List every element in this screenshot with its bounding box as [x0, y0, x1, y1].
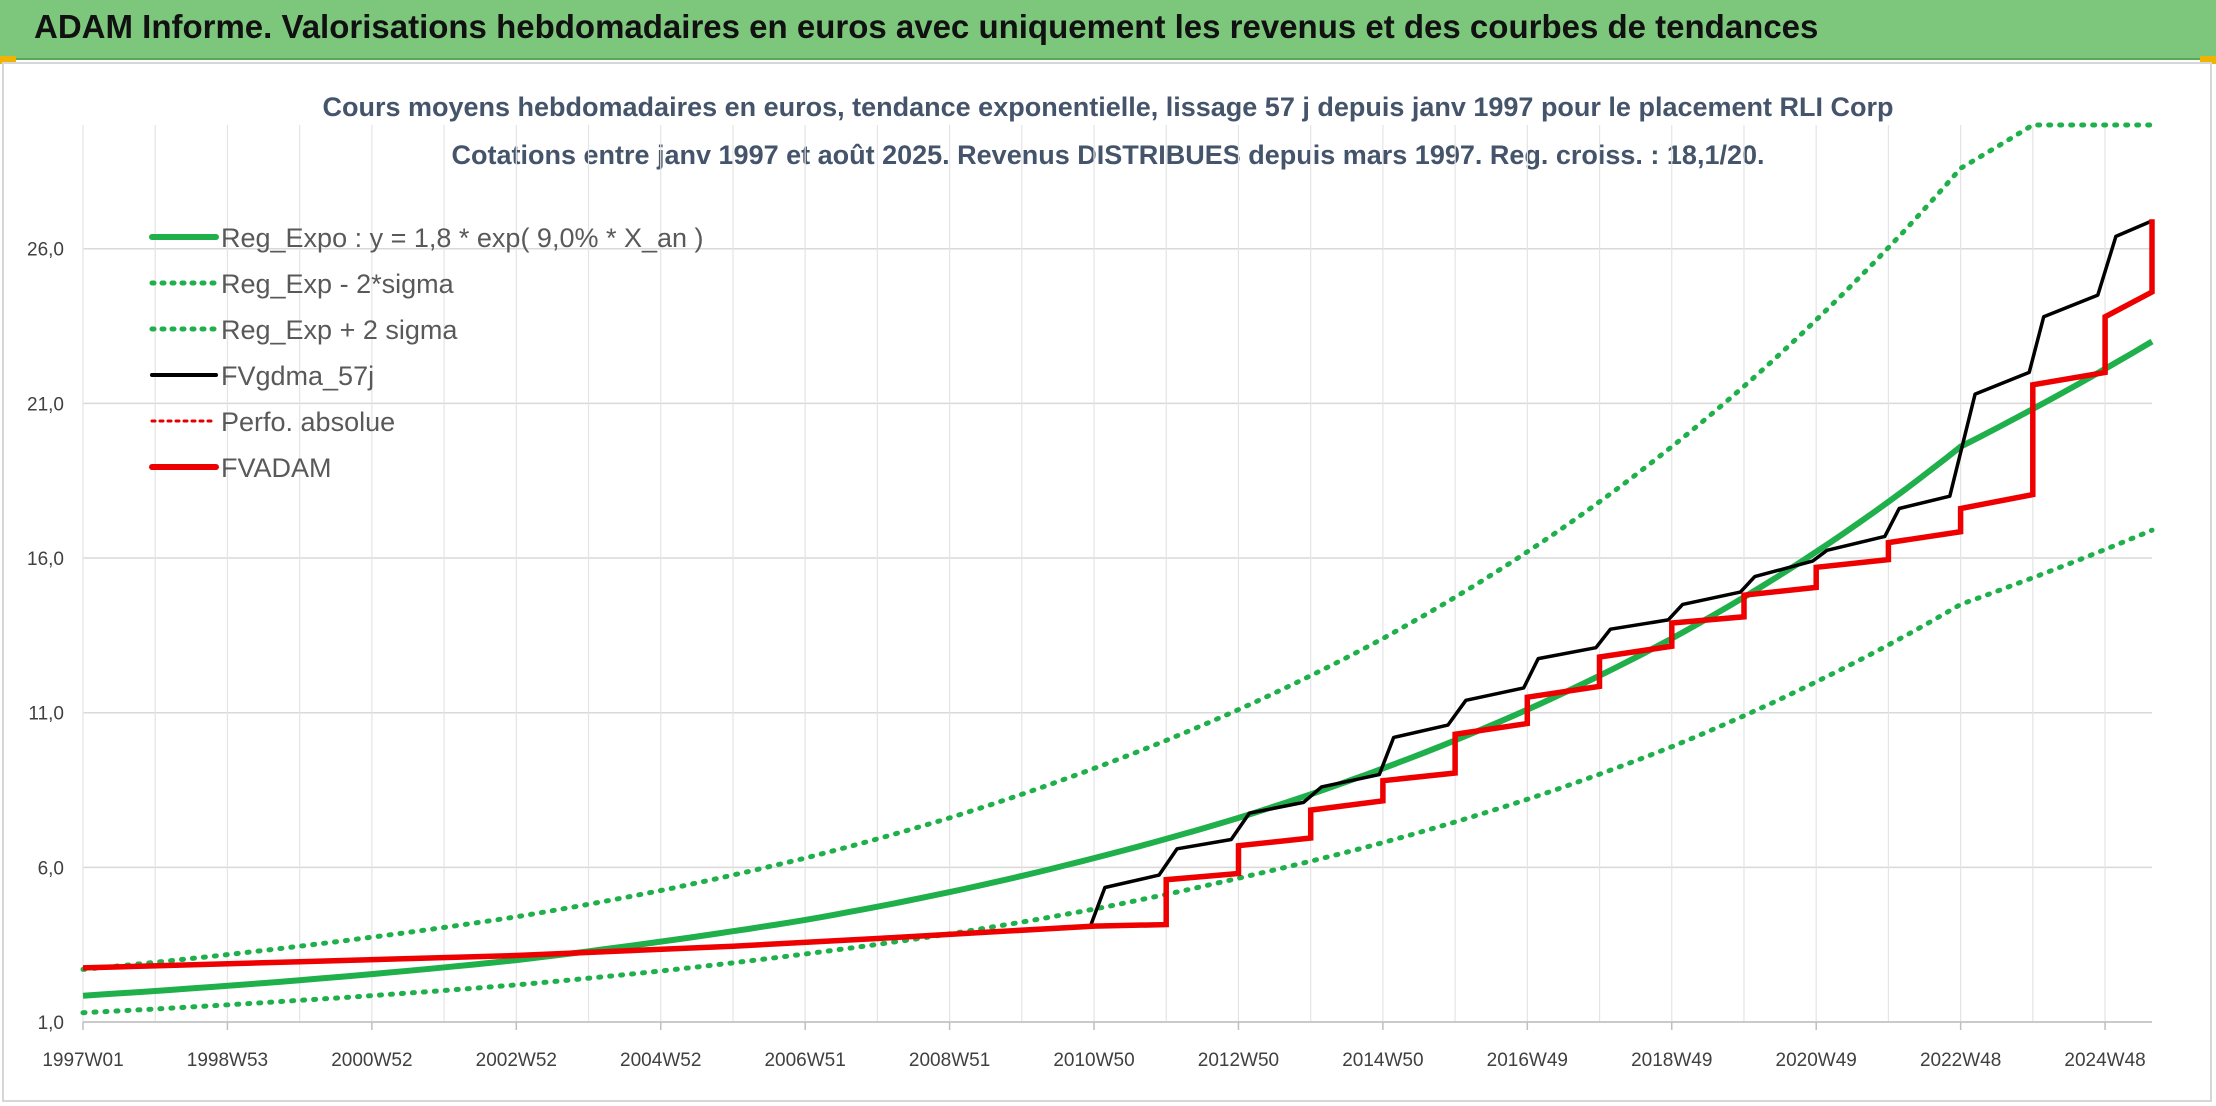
x-tick-label: 2024W48	[2064, 1050, 2145, 1071]
y-tick-label: 21,0	[27, 394, 64, 415]
x-tick-label: 2014W50	[1342, 1050, 1423, 1071]
x-tick-label: 2022W48	[1920, 1050, 2001, 1071]
x-tick-label: 2000W52	[331, 1050, 412, 1071]
chart-title: Cours moyens hebdomadaires en euros, ten…	[322, 92, 1894, 122]
y-tick-label: 1,0	[38, 1013, 64, 1034]
x-tick-label: 2018W49	[1631, 1050, 1712, 1071]
x-tick-label: 1998W53	[187, 1050, 268, 1071]
y-tick-label: 11,0	[28, 704, 64, 725]
x-tick-label: 2020W49	[1776, 1050, 1857, 1071]
legend: Reg_Expo : y = 1,8 * exp( 9,0% * X_an ) R…	[149, 223, 704, 483]
x-tick-label: 1997W01	[42, 1050, 123, 1071]
y-tick-label: 16,0	[27, 549, 64, 570]
corner-marker-left	[0, 56, 16, 64]
report-title: ADAM Informe. Valorisations hebdomadaire…	[34, 8, 1819, 45]
x-axis-ticks: 1997W01 1998W53 2000W52 2002W52 2004W52 2006W…	[42, 1022, 2146, 1071]
legend-label: Perfo. absolue	[221, 407, 395, 437]
y-tick-label: 6,0	[38, 858, 64, 879]
legend-label: FVADAM	[221, 453, 332, 483]
chart-frame	[2, 62, 2212, 1102]
series-group	[80, 122, 2155, 1016]
header-bar: ADAM Informe. Valorisations hebdomadaire…	[0, 0, 2216, 60]
chart-subtitle: Cotations entre janv 1997 et août 2025. …	[451, 140, 1765, 170]
y-axis-ticks: 1,0 6,0 11,0 16,0 21,0 26,0	[27, 240, 64, 1034]
corner-marker-right	[2200, 56, 2216, 64]
legend-label: Reg_Exp + 2 sigma	[221, 315, 458, 345]
x-tick-label: 2016W49	[1487, 1050, 1568, 1071]
x-tick-label: 2006W51	[764, 1050, 845, 1071]
x-tick-label: 2004W52	[620, 1050, 701, 1071]
x-tick-label: 2012W50	[1198, 1050, 1279, 1071]
series-line-minus-2-sigma	[80, 527, 2155, 1016]
series-line-fvadam	[82, 219, 2155, 971]
grid-lines	[82, 125, 2152, 1023]
legend-label: Reg_Expo : y = 1,8 * exp( 9,0% * X_an )	[221, 223, 704, 253]
x-tick-label: 2008W51	[909, 1050, 990, 1071]
x-tick-label: 2002W52	[476, 1050, 557, 1071]
legend-label: Reg_Exp - 2*sigma	[221, 269, 455, 299]
y-tick-label: 26,0	[27, 240, 64, 261]
legend-label: FVgdma_57j	[221, 361, 374, 391]
series-line-plus-2-sigma	[80, 122, 2155, 972]
x-tick-label: 2010W50	[1053, 1050, 1134, 1071]
